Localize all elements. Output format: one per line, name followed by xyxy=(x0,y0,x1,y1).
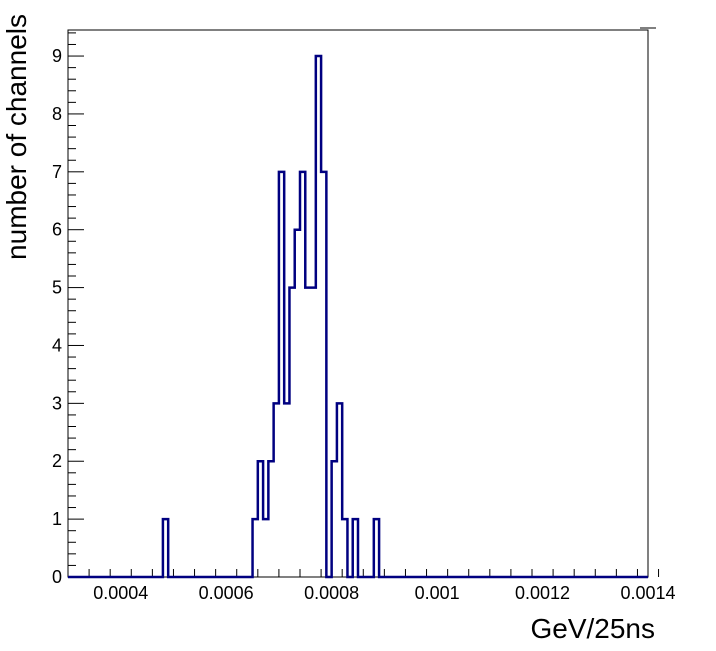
histogram-outline xyxy=(68,54,648,579)
y-tick-label: 9 xyxy=(52,46,62,66)
y-axis-ticks xyxy=(68,32,84,578)
histogram-bin xyxy=(263,519,268,577)
x-tick-label: 0.001 xyxy=(415,583,460,603)
x-tick-label: 0.0012 xyxy=(515,583,570,603)
histogram-bin xyxy=(374,519,379,577)
histogram-bins xyxy=(163,56,379,577)
x-tick-label: 0.0004 xyxy=(93,583,148,603)
y-tick-label: 2 xyxy=(52,451,62,471)
y-axis-title: number of channels xyxy=(1,14,32,260)
histogram-bin xyxy=(163,519,168,577)
histogram-bin xyxy=(253,519,258,577)
histogram-bin xyxy=(316,56,321,577)
y-tick-label: 4 xyxy=(52,335,62,355)
histogram-bin xyxy=(268,461,273,577)
plot-frame xyxy=(67,29,649,578)
histogram-bin xyxy=(279,172,284,577)
y-tick-label: 1 xyxy=(52,509,62,529)
histogram-bin xyxy=(311,288,316,577)
histogram-bin xyxy=(321,172,326,577)
x-tick-label: 0.0014 xyxy=(620,583,675,603)
histogram-bin xyxy=(337,403,342,577)
histogram-bin xyxy=(289,288,294,577)
y-tick-label: 7 xyxy=(52,162,62,182)
x-tick-label: 0.0008 xyxy=(304,583,359,603)
histogram-bin xyxy=(305,288,310,577)
histogram-bin xyxy=(332,461,337,577)
histogram-bin xyxy=(295,230,300,577)
histogram-bin xyxy=(284,403,289,577)
y-tick-label: 8 xyxy=(52,104,62,124)
y-tick-label: 3 xyxy=(52,393,62,413)
x-tick-label: 0.0006 xyxy=(199,583,254,603)
y-axis-tick-labels: 0 1 2 3 4 5 6 7 8 9 xyxy=(52,46,62,587)
y-tick-label: 5 xyxy=(52,278,62,298)
histogram-bin xyxy=(300,172,305,577)
y-tick-label: 6 xyxy=(52,220,62,240)
histogram-bin xyxy=(353,519,358,577)
histogram-bin xyxy=(342,519,347,577)
y-tick-label: 0 xyxy=(52,567,62,587)
x-axis-ticks xyxy=(67,569,660,577)
x-axis-tick-labels: 0.0004 0.0006 0.0008 0.001 0.0012 0.0014 xyxy=(93,583,675,603)
histogram-bin xyxy=(274,403,279,577)
histogram-bin xyxy=(258,461,263,577)
x-axis-title: GeV/25ns xyxy=(530,613,655,644)
